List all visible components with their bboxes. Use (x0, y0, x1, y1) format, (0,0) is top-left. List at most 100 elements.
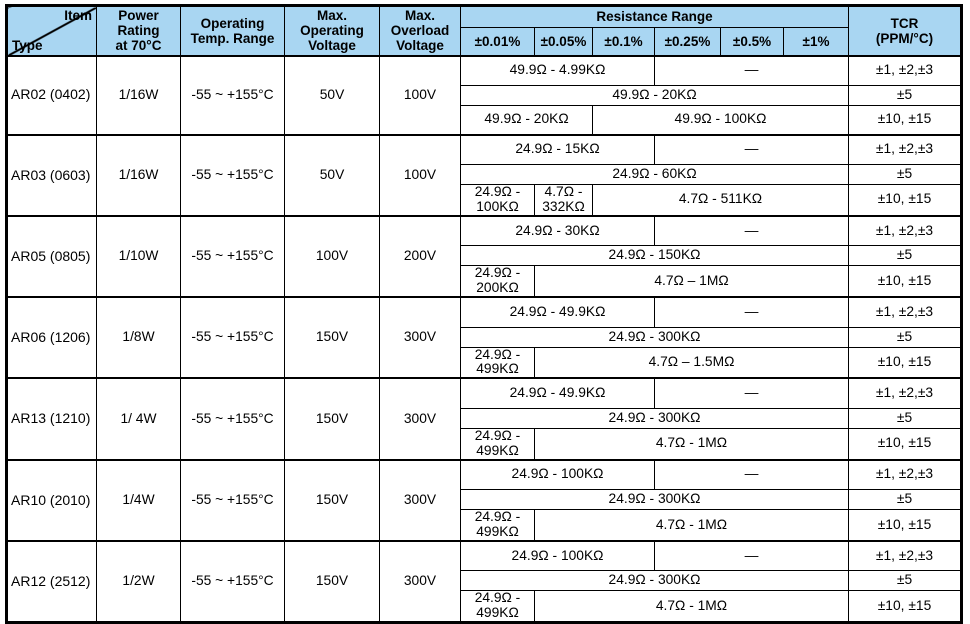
tcr-cell: ±5 (848, 164, 962, 185)
temp-range-cell: -55 ~ +155°C (180, 458, 285, 542)
power-rating-cell: 1/2W (96, 539, 181, 624)
table-row: AR12 (2512) 1/2W -55 ~ +155°C 150V 300V 24.9Ω… (6, 539, 962, 624)
tcr-cell: ±1, ±2,±3 (848, 377, 962, 409)
max-operating-voltage-cell: 50V (284, 133, 380, 217)
table-row: 24.9Ω - 100KΩ 4.7Ω - 332KΩ 4.7Ω - 511KΩ ±10… (7, 183, 962, 217)
max-overload-voltage-cell: 300V (379, 377, 461, 461)
tcr-header: TCR (PPM/°C) (848, 5, 962, 56)
resistance-range-cell: 24.9Ω - 100KΩ (460, 183, 535, 217)
table-row: 24.9Ω - 300KΩ ±5 (7, 407, 962, 429)
max-overload-voltage-cell: 300V (379, 296, 461, 379)
max-overload-voltage-cell: 100V (379, 133, 461, 217)
max-operating-voltage-header: Max. Operating Voltage (284, 5, 380, 56)
spec-table: Item Type Power Rating at 70°C Operating… (5, 4, 963, 624)
tolerance-header-001: ±0.01% (460, 27, 535, 57)
table-row: AR03 (0603) 1/16W -55 ~ +155°C 50V 100V 24.9Ω… (6, 133, 962, 217)
temp-range-cell: -55 ~ +155°C (180, 54, 285, 135)
table-row: 24.9Ω - 300KΩ ±5 (7, 326, 962, 348)
resistance-range-cell: — (654, 133, 849, 165)
resistance-range-cell: 24.9Ω - 300KΩ (460, 489, 849, 511)
tcr-cell: ±10, ±15 (848, 427, 962, 461)
type-cell: AR13 (1210) (6, 377, 97, 461)
tcr-cell: ±10, ±15 (848, 509, 962, 542)
resistance-range-cell: 4.7Ω – 1.5MΩ (534, 346, 849, 379)
resistance-range-cell: 24.9Ω - 49.9KΩ (460, 377, 655, 409)
resistance-range-cell: 24.9Ω - 15KΩ (460, 133, 655, 165)
resistance-range-cell: 4.7Ω - 332KΩ (534, 183, 593, 217)
tcr-cell: ±10, ±15 (848, 590, 962, 624)
resistance-range-cell: 4.7Ω - 1MΩ (534, 427, 849, 461)
tcr-cell: ±5 (848, 245, 962, 267)
tolerance-header-01: ±0.1% (592, 27, 655, 57)
item-header-label: Item (64, 8, 92, 23)
table-row: AR05 (0805) 1/10W -55 ~ +155°C 100V 200V 24.9… (6, 214, 962, 298)
power-rating-cell: 1/4W (96, 458, 181, 542)
operating-temp-header: Operating Temp. Range (180, 5, 285, 56)
tcr-cell: ±10, ±15 (848, 346, 962, 379)
resistance-range-cell: — (654, 458, 849, 491)
tcr-cell: ±1, ±2,±3 (848, 214, 962, 247)
tcr-cell: ±1, ±2,±3 (848, 458, 962, 491)
tcr-cell: ±5 (848, 407, 962, 429)
tolerance-header-025: ±0.25% (654, 27, 721, 57)
tolerance-header-05: ±0.5% (720, 27, 784, 57)
resistance-range-cell: 24.9Ω - 300KΩ (460, 326, 849, 348)
resistance-range-cell: 24.9Ω - 150KΩ (460, 245, 849, 267)
item-type-header-cell: Item Type (6, 5, 97, 56)
tcr-cell: ±5 (848, 570, 962, 592)
power-rating-cell: 1/10W (96, 214, 181, 298)
type-header-label: Type (12, 38, 43, 54)
table-row: 24.9Ω - 499KΩ 4.7Ω - 1MΩ ±10, ±15 (7, 509, 962, 542)
resistance-range-cell: — (654, 54, 849, 86)
type-cell: AR12 (2512) (6, 539, 97, 624)
tcr-cell: ±5 (848, 85, 962, 106)
resistance-range-cell: 24.9Ω - 499KΩ (460, 509, 535, 542)
resistance-range-cell: 4.7Ω - 1MΩ (534, 509, 849, 542)
temp-range-cell: -55 ~ +155°C (180, 214, 285, 298)
resistance-range-cell: 24.9Ω - 100KΩ (460, 458, 655, 491)
resistance-range-cell: 4.7Ω – 1MΩ (534, 265, 849, 298)
temp-range-cell: -55 ~ +155°C (180, 377, 285, 461)
temp-range-cell: -55 ~ +155°C (180, 296, 285, 379)
resistance-range-cell: 49.9Ω - 4.99KΩ (460, 54, 655, 86)
tolerance-header-005: ±0.05% (534, 27, 593, 57)
resistance-range-cell: 24.9Ω - 60KΩ (460, 164, 849, 185)
type-cell: AR02 (0402) (6, 54, 97, 135)
resistance-range-cell: 24.9Ω - 30KΩ (460, 214, 655, 247)
table-row: AR06 (1206) 1/8W -55 ~ +155°C 150V 300V 24.9Ω… (6, 296, 962, 379)
power-rating-cell: 1/8W (96, 296, 181, 379)
table-row: 24.9Ω - 200KΩ 4.7Ω – 1MΩ ±10, ±15 (7, 265, 962, 298)
tcr-cell: ±5 (848, 326, 962, 348)
type-cell: AR10 (2010) (6, 458, 97, 542)
temp-range-cell: -55 ~ +155°C (180, 133, 285, 217)
type-cell: AR06 (1206) (6, 296, 97, 379)
max-operating-voltage-cell: 150V (284, 458, 380, 542)
resistance-range-cell: 49.9Ω - 20KΩ (460, 85, 849, 106)
resistance-range-cell: — (654, 296, 849, 328)
resistance-range-cell: 4.7Ω - 1MΩ (534, 590, 849, 624)
resistance-range-cell: — (654, 377, 849, 409)
resistance-range-cell: 49.9Ω - 100KΩ (592, 105, 849, 135)
power-rating-cell: 1/ 4W (96, 377, 181, 461)
resistance-range-cell: 24.9Ω - 499KΩ (460, 427, 535, 461)
power-rating-header: Power Rating at 70°C (96, 5, 181, 56)
max-operating-voltage-cell: 150V (284, 539, 380, 624)
table-row: 24.9Ω - 300KΩ ±5 (7, 489, 962, 511)
tcr-cell: ±10, ±15 (848, 183, 962, 217)
resistance-range-cell: — (654, 214, 849, 247)
max-operating-voltage-cell: 100V (284, 214, 380, 298)
max-overload-voltage-cell: 100V (379, 54, 461, 135)
power-rating-cell: 1/16W (96, 133, 181, 217)
table-row: AR10 (2010) 1/4W -55 ~ +155°C 150V 300V 24.9Ω… (6, 458, 962, 542)
table-row: 24.9Ω - 300KΩ ±5 (7, 570, 962, 592)
table-row: 24.9Ω - 499KΩ 4.7Ω - 1MΩ ±10, ±15 (7, 427, 962, 461)
max-operating-voltage-cell: 150V (284, 377, 380, 461)
resistance-range-header: Resistance Range (460, 5, 849, 28)
tcr-cell: ±1, ±2,±3 (848, 296, 962, 328)
max-operating-voltage-cell: 150V (284, 296, 380, 379)
resistance-range-cell: 49.9Ω - 20KΩ (460, 105, 593, 135)
max-operating-voltage-cell: 50V (284, 54, 380, 135)
max-overload-voltage-cell: 300V (379, 458, 461, 542)
resistance-range-cell: 24.9Ω - 499KΩ (460, 590, 535, 624)
table-header: Item Type Power Rating at 70°C Operating… (6, 5, 962, 57)
